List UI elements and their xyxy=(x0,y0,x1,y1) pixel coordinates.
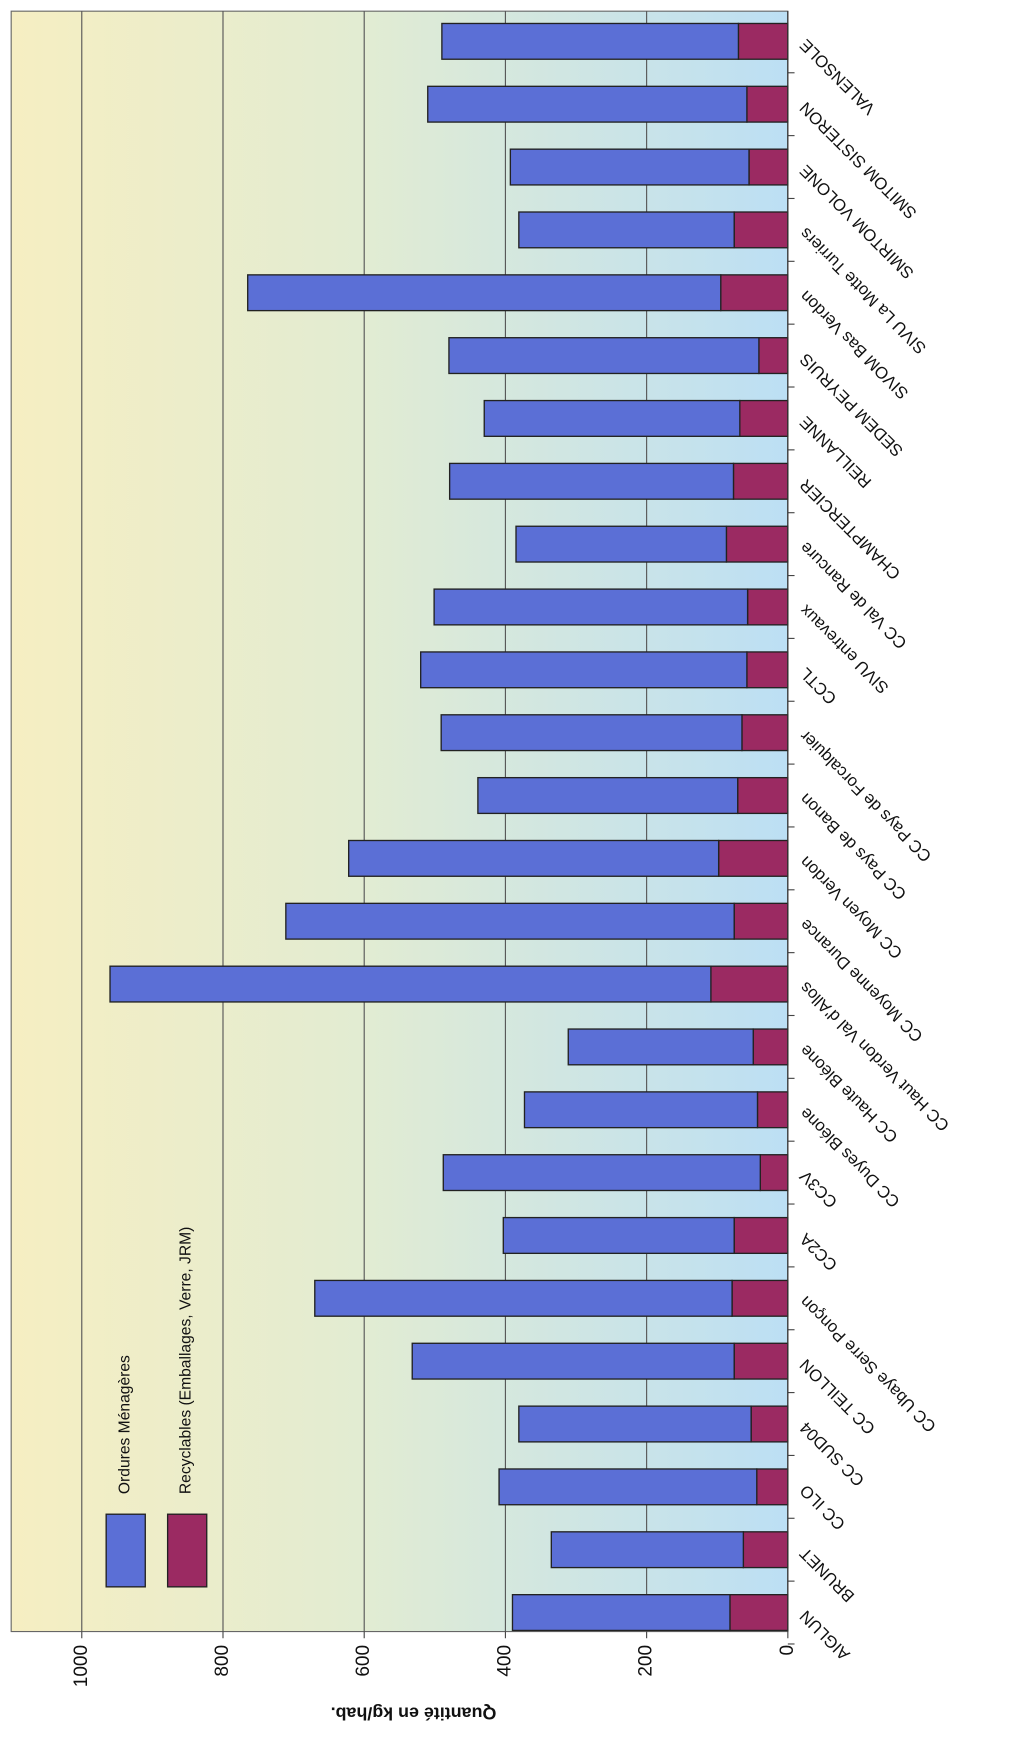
bar-segment xyxy=(347,839,720,877)
x-tick-label: CC ILO xyxy=(796,1481,849,1534)
bar-segment xyxy=(733,1342,789,1380)
x-tick-label: CC3V xyxy=(795,1166,841,1212)
y-tick-label: 400 xyxy=(494,1645,515,1677)
x-tick-label: CC2A xyxy=(795,1229,841,1275)
legend-swatch xyxy=(105,1513,146,1588)
bar-segment xyxy=(733,902,789,940)
bar-segment xyxy=(710,965,789,1003)
bar-segment xyxy=(285,902,735,940)
bar-segment xyxy=(109,965,712,1003)
bar-segment xyxy=(442,1154,761,1192)
bar-segment xyxy=(733,211,789,249)
bar-segment xyxy=(741,714,789,752)
bar-segment xyxy=(737,22,789,60)
y-tick-label: 200 xyxy=(636,1645,657,1677)
x-tick-label: SMITOM SISTERON xyxy=(796,98,920,222)
bar-segment xyxy=(314,1279,733,1317)
bar-segment xyxy=(752,1028,789,1066)
legend-label: Ordures Ménagères xyxy=(116,1355,133,1494)
x-tick-label: SIVOM Bas Verdon xyxy=(796,287,912,403)
bar-segment xyxy=(759,1154,789,1192)
bar-segment xyxy=(748,148,789,186)
bar-segment xyxy=(746,85,789,123)
bar-segment xyxy=(420,651,748,689)
bar-segment xyxy=(746,588,789,626)
bar-segment xyxy=(515,525,728,563)
x-tick-label: CC Val de Rancure xyxy=(796,538,911,653)
bar-segment xyxy=(756,1091,789,1129)
x-tick-label: CCTL xyxy=(796,664,840,708)
plot-frame: Quantité en kg/hab. 0 200 400 600 800 1000 AIG… xyxy=(10,10,953,1724)
x-tick-label: SIVU La Motte Turriers xyxy=(796,224,930,358)
bar-segment xyxy=(550,1531,745,1569)
bar-segment xyxy=(511,1594,731,1632)
y-tick-label: 0 xyxy=(777,1645,798,1656)
axis-title: Quantité en kg/hab. xyxy=(331,1704,497,1724)
bar-segment xyxy=(729,1594,789,1632)
bar-segment xyxy=(720,274,789,312)
x-tick-label: SMIRTOM VOLONE xyxy=(796,161,918,283)
bar-segment xyxy=(739,399,789,437)
bar-segment xyxy=(433,588,749,626)
bar-segment xyxy=(758,337,789,375)
bar-segment xyxy=(441,22,740,60)
bar-segment xyxy=(717,839,789,877)
x-tick-label: CC Pays de Forcalquier xyxy=(796,726,935,865)
x-tick-label: CC Pays de Banon xyxy=(796,790,910,904)
bar-segment xyxy=(448,337,760,375)
bar-segment xyxy=(746,651,789,689)
legend-label: Recyclables (Emballages, Verre, JRM) xyxy=(178,1227,195,1494)
bar-segment xyxy=(737,776,789,815)
bar-segment xyxy=(523,1091,759,1129)
bar-segment xyxy=(247,274,722,312)
x-tick-label: CC Moyenne Durance xyxy=(796,915,927,1046)
bar-segment xyxy=(756,1468,789,1506)
bar-segment xyxy=(509,148,750,186)
bar-segment xyxy=(732,462,789,500)
bar-segment xyxy=(411,1342,735,1380)
bar-segment xyxy=(518,211,735,249)
bar-segment xyxy=(567,1028,754,1066)
bar-segment xyxy=(440,714,743,752)
bar-segment xyxy=(427,85,748,123)
bar-segment xyxy=(742,1531,789,1569)
legend-swatch xyxy=(166,1513,208,1588)
bar-segment xyxy=(502,1216,735,1255)
bar-segment xyxy=(448,462,735,500)
y-tick-label: 1000 xyxy=(71,1645,92,1687)
y-tick-label: 600 xyxy=(353,1645,374,1677)
bar-segment xyxy=(518,1405,752,1443)
bar-segment xyxy=(498,1468,758,1506)
y-tick-label: 800 xyxy=(212,1645,233,1677)
bar-segment xyxy=(725,525,789,563)
x-tick-label: BRUNET xyxy=(796,1544,858,1606)
bar-segment xyxy=(731,1279,789,1317)
bar-segment xyxy=(750,1405,789,1443)
bar-segment xyxy=(483,399,741,437)
x-tick-label: AIGLUN xyxy=(796,1607,854,1665)
bar-segment xyxy=(477,776,739,815)
bar-segment xyxy=(733,1216,789,1255)
